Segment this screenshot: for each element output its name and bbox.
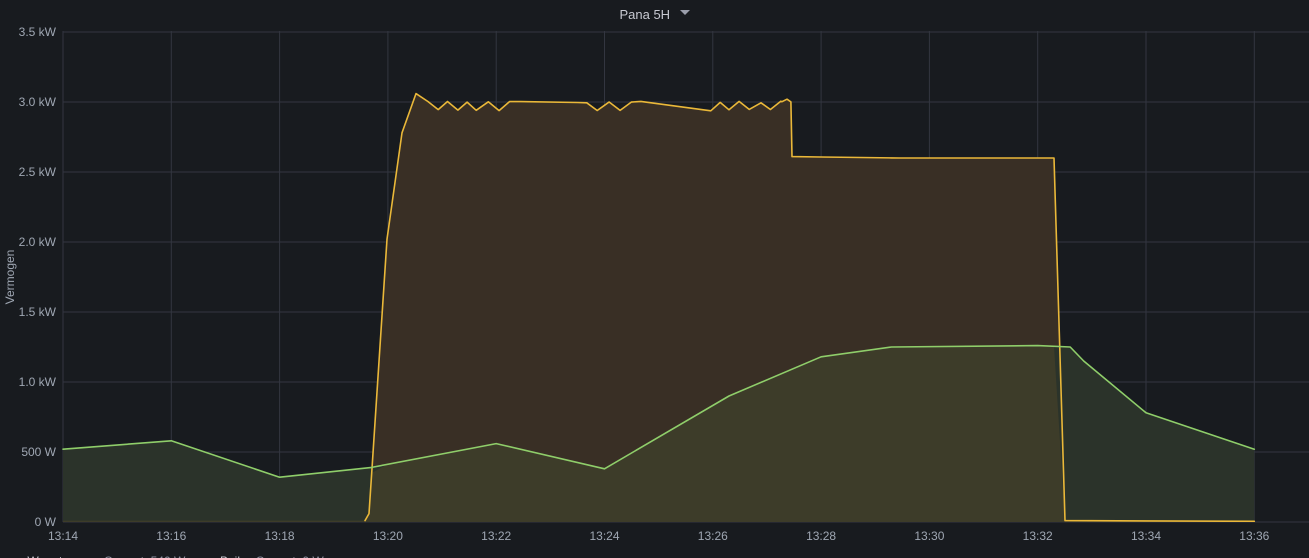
svg-text:13:26: 13:26 xyxy=(698,529,728,543)
svg-text:13:18: 13:18 xyxy=(265,529,295,543)
svg-text:Vermogen: Vermogen xyxy=(3,250,17,305)
svg-text:2.5 kW: 2.5 kW xyxy=(19,165,57,179)
svg-text:13:14: 13:14 xyxy=(48,529,78,543)
svg-text:0 W: 0 W xyxy=(35,515,57,529)
svg-text:3.5 kW: 3.5 kW xyxy=(19,25,57,39)
svg-text:13:22: 13:22 xyxy=(481,529,511,543)
svg-text:13:30: 13:30 xyxy=(914,529,944,543)
svg-text:2.0 kW: 2.0 kW xyxy=(19,235,57,249)
svg-text:13:28: 13:28 xyxy=(806,529,836,543)
svg-text:1.0 kW: 1.0 kW xyxy=(19,375,57,389)
svg-text:13:34: 13:34 xyxy=(1131,529,1161,543)
svg-text:13:16: 13:16 xyxy=(156,529,186,543)
svg-text:500 W: 500 W xyxy=(21,445,56,459)
svg-text:3.0 kW: 3.0 kW xyxy=(19,95,57,109)
svg-text:13:24: 13:24 xyxy=(589,529,619,543)
svg-text:13:32: 13:32 xyxy=(1023,529,1053,543)
svg-text:1.5 kW: 1.5 kW xyxy=(19,305,57,319)
svg-text:13:36: 13:36 xyxy=(1239,529,1269,543)
svg-text:13:20: 13:20 xyxy=(373,529,403,543)
